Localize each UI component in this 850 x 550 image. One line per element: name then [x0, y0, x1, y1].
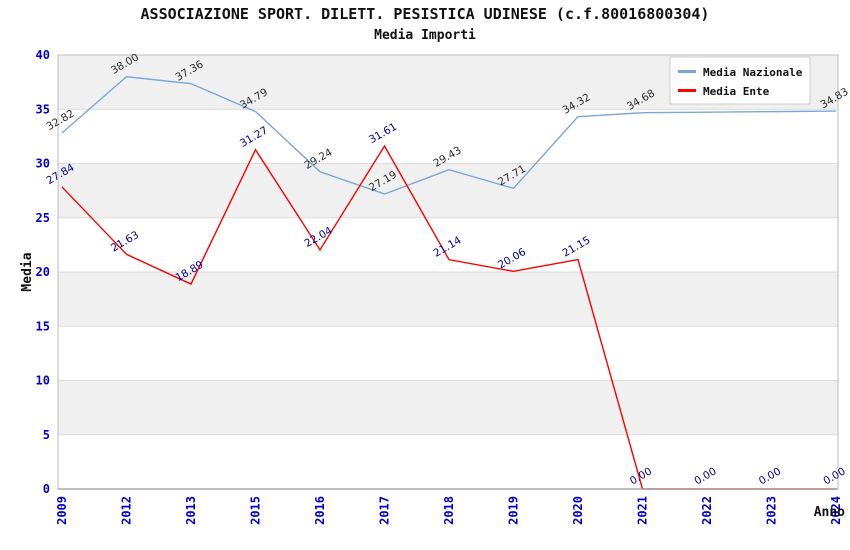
x-tick-label: 2019	[507, 496, 521, 525]
x-tick-label: 2022	[700, 496, 714, 525]
chart-title: ASSOCIAZIONE SPORT. DILETT. PESISTICA UD…	[141, 5, 710, 23]
plot-band	[58, 109, 838, 164]
tick-labels-layer: 0 5 10 15 20 25 30 35 40 2009 2012 2013 2015 2016 2017…	[36, 48, 843, 525]
plot-band	[58, 434, 838, 489]
plot-band	[58, 326, 838, 381]
plot-band	[58, 272, 838, 327]
x-tick-label: 2013	[184, 496, 198, 525]
chart-subtitle: Media Importi	[374, 28, 476, 43]
y-tick-label: 40	[36, 48, 50, 62]
x-tick-label: 2018	[442, 496, 456, 525]
x-tick-label: 2015	[249, 496, 263, 525]
y-tick-label: 35	[36, 102, 50, 116]
y-axis-title: Media	[20, 252, 35, 291]
y-tick-label: 5	[43, 428, 50, 442]
legend-label-media-nazionale: Media Nazionale	[703, 66, 803, 79]
y-tick-label: 10	[36, 374, 50, 388]
y-tick-label: 15	[36, 319, 50, 333]
plot-band	[58, 217, 838, 272]
y-tick-label: 30	[36, 157, 50, 171]
plot-bands-layer	[58, 55, 838, 489]
x-tick-label: 2017	[378, 496, 392, 525]
y-tick-label: 25	[36, 211, 50, 225]
legend-label-media-ente: Media Ente	[703, 85, 770, 98]
x-tick-label: 2009	[55, 496, 69, 525]
x-tick-label: 2012	[120, 496, 134, 525]
y-tick-label: 0	[43, 482, 50, 496]
x-tick-label: 2023	[765, 496, 779, 525]
plot-band	[58, 163, 838, 218]
x-tick-label: 2020	[571, 496, 585, 525]
plot-band	[58, 380, 838, 435]
x-tick-label: 2021	[636, 496, 650, 525]
x-axis-title: Anno	[814, 505, 845, 520]
legend-box	[669, 56, 811, 105]
y-tick-label: 20	[36, 265, 50, 279]
x-tick-label: 2024	[829, 496, 843, 525]
media-nazionale-line	[61, 75, 837, 195]
legend: Media Nazionale Media Ente	[669, 56, 811, 105]
x-tick-label: 2016	[313, 496, 327, 525]
